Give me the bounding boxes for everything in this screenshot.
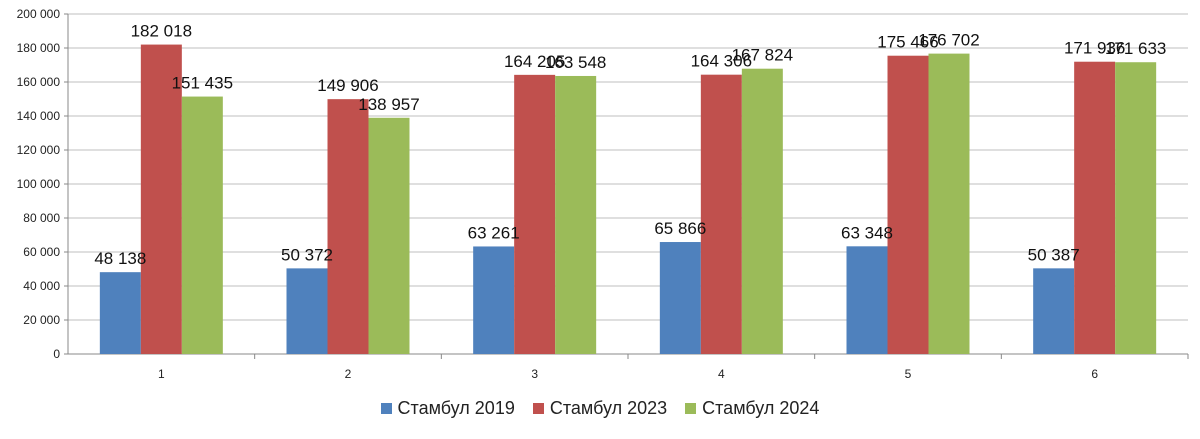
legend-label-2024: Стамбул 2024 — [702, 398, 820, 418]
x-tick-label: 6 — [1091, 367, 1098, 381]
bar — [473, 246, 515, 354]
bar — [1074, 61, 1116, 354]
bar — [555, 75, 597, 355]
data-label: 175 466 — [877, 33, 938, 52]
legend-item-2024: Стамбул 2024 — [685, 398, 819, 419]
bar — [140, 44, 182, 355]
legend-swatch-2023 — [532, 403, 544, 414]
y-tick-label: 160 000 — [17, 75, 61, 89]
y-tick-label: 200 000 — [17, 7, 61, 21]
bar — [1115, 62, 1157, 354]
bar — [887, 55, 929, 355]
bar — [1033, 268, 1075, 354]
x-tick-label: 3 — [531, 367, 538, 381]
data-label: 63 348 — [841, 223, 893, 242]
bar — [181, 96, 223, 355]
data-label: 182 018 — [131, 22, 192, 41]
y-tick-label: 20 000 — [23, 313, 60, 327]
legend-label-2019: Стамбул 2019 — [397, 398, 515, 418]
y-axis-tick-labels: 0 20 000 40 000 60 000 80 000 100 000 120 000 1… — [17, 7, 61, 361]
data-label: 63 261 — [468, 223, 520, 242]
data-label: 65 866 — [654, 219, 706, 238]
legend-item-2019: Стамбул 2019 — [380, 398, 515, 419]
x-tick-label: 4 — [718, 367, 725, 381]
x-axis-tick-labels: 1 2 3 4 5 6 — [158, 367, 1098, 381]
data-label: 138 957 — [358, 95, 419, 114]
bar — [327, 99, 369, 355]
data-label: 164 205 — [504, 52, 565, 71]
data-label: 50 387 — [1028, 245, 1080, 264]
bar — [659, 242, 701, 354]
bar — [700, 74, 742, 354]
legend-swatch-2019 — [380, 403, 392, 414]
y-tick-label: 180 000 — [17, 41, 61, 55]
data-label: 167 824 — [732, 46, 793, 65]
data-label: 164 306 — [691, 52, 752, 71]
legend: Стамбул 2019 Стамбул 2023 Стамбул 2024 — [0, 398, 1200, 419]
bar — [286, 268, 328, 354]
gridlines — [68, 13, 1188, 321]
data-label: 149 906 — [317, 76, 378, 95]
bar — [846, 246, 888, 354]
legend-label-2023: Стамбул 2023 — [549, 398, 668, 418]
bar-chart: 0 20 000 40 000 60 000 80 000 100 000 120 000 1… — [17, 7, 1189, 381]
bar — [514, 74, 556, 354]
data-label: 151 435 — [172, 74, 233, 93]
bar — [741, 68, 783, 354]
x-tick-label: 2 — [345, 367, 352, 381]
bars — [99, 44, 1157, 355]
legend-swatch-2024 — [685, 403, 697, 414]
bar — [99, 272, 141, 354]
legend-item-2023: Стамбул 2023 — [532, 398, 668, 419]
y-tick-label: 80 000 — [23, 211, 60, 225]
data-label: 171 633 — [1105, 39, 1166, 58]
data-label: 176 702 — [918, 31, 979, 50]
x-tick-label: 5 — [905, 367, 912, 381]
y-tick-label: 140 000 — [17, 109, 61, 123]
data-label: 48 138 — [94, 249, 146, 268]
y-tick-label: 40 000 — [23, 279, 60, 293]
data-label: 163 548 — [545, 53, 606, 72]
y-tick-label: 60 000 — [23, 245, 60, 259]
y-tick-label: 100 000 — [17, 177, 61, 191]
data-label: 171 936 — [1064, 39, 1125, 58]
x-tick-label: 1 — [158, 367, 165, 381]
bar — [368, 117, 410, 354]
y-tick-label: 120 000 — [17, 143, 61, 157]
y-tick-label: 0 — [53, 347, 60, 361]
bar — [928, 53, 970, 355]
data-label: 50 372 — [281, 245, 333, 264]
axes — [64, 13, 1189, 359]
